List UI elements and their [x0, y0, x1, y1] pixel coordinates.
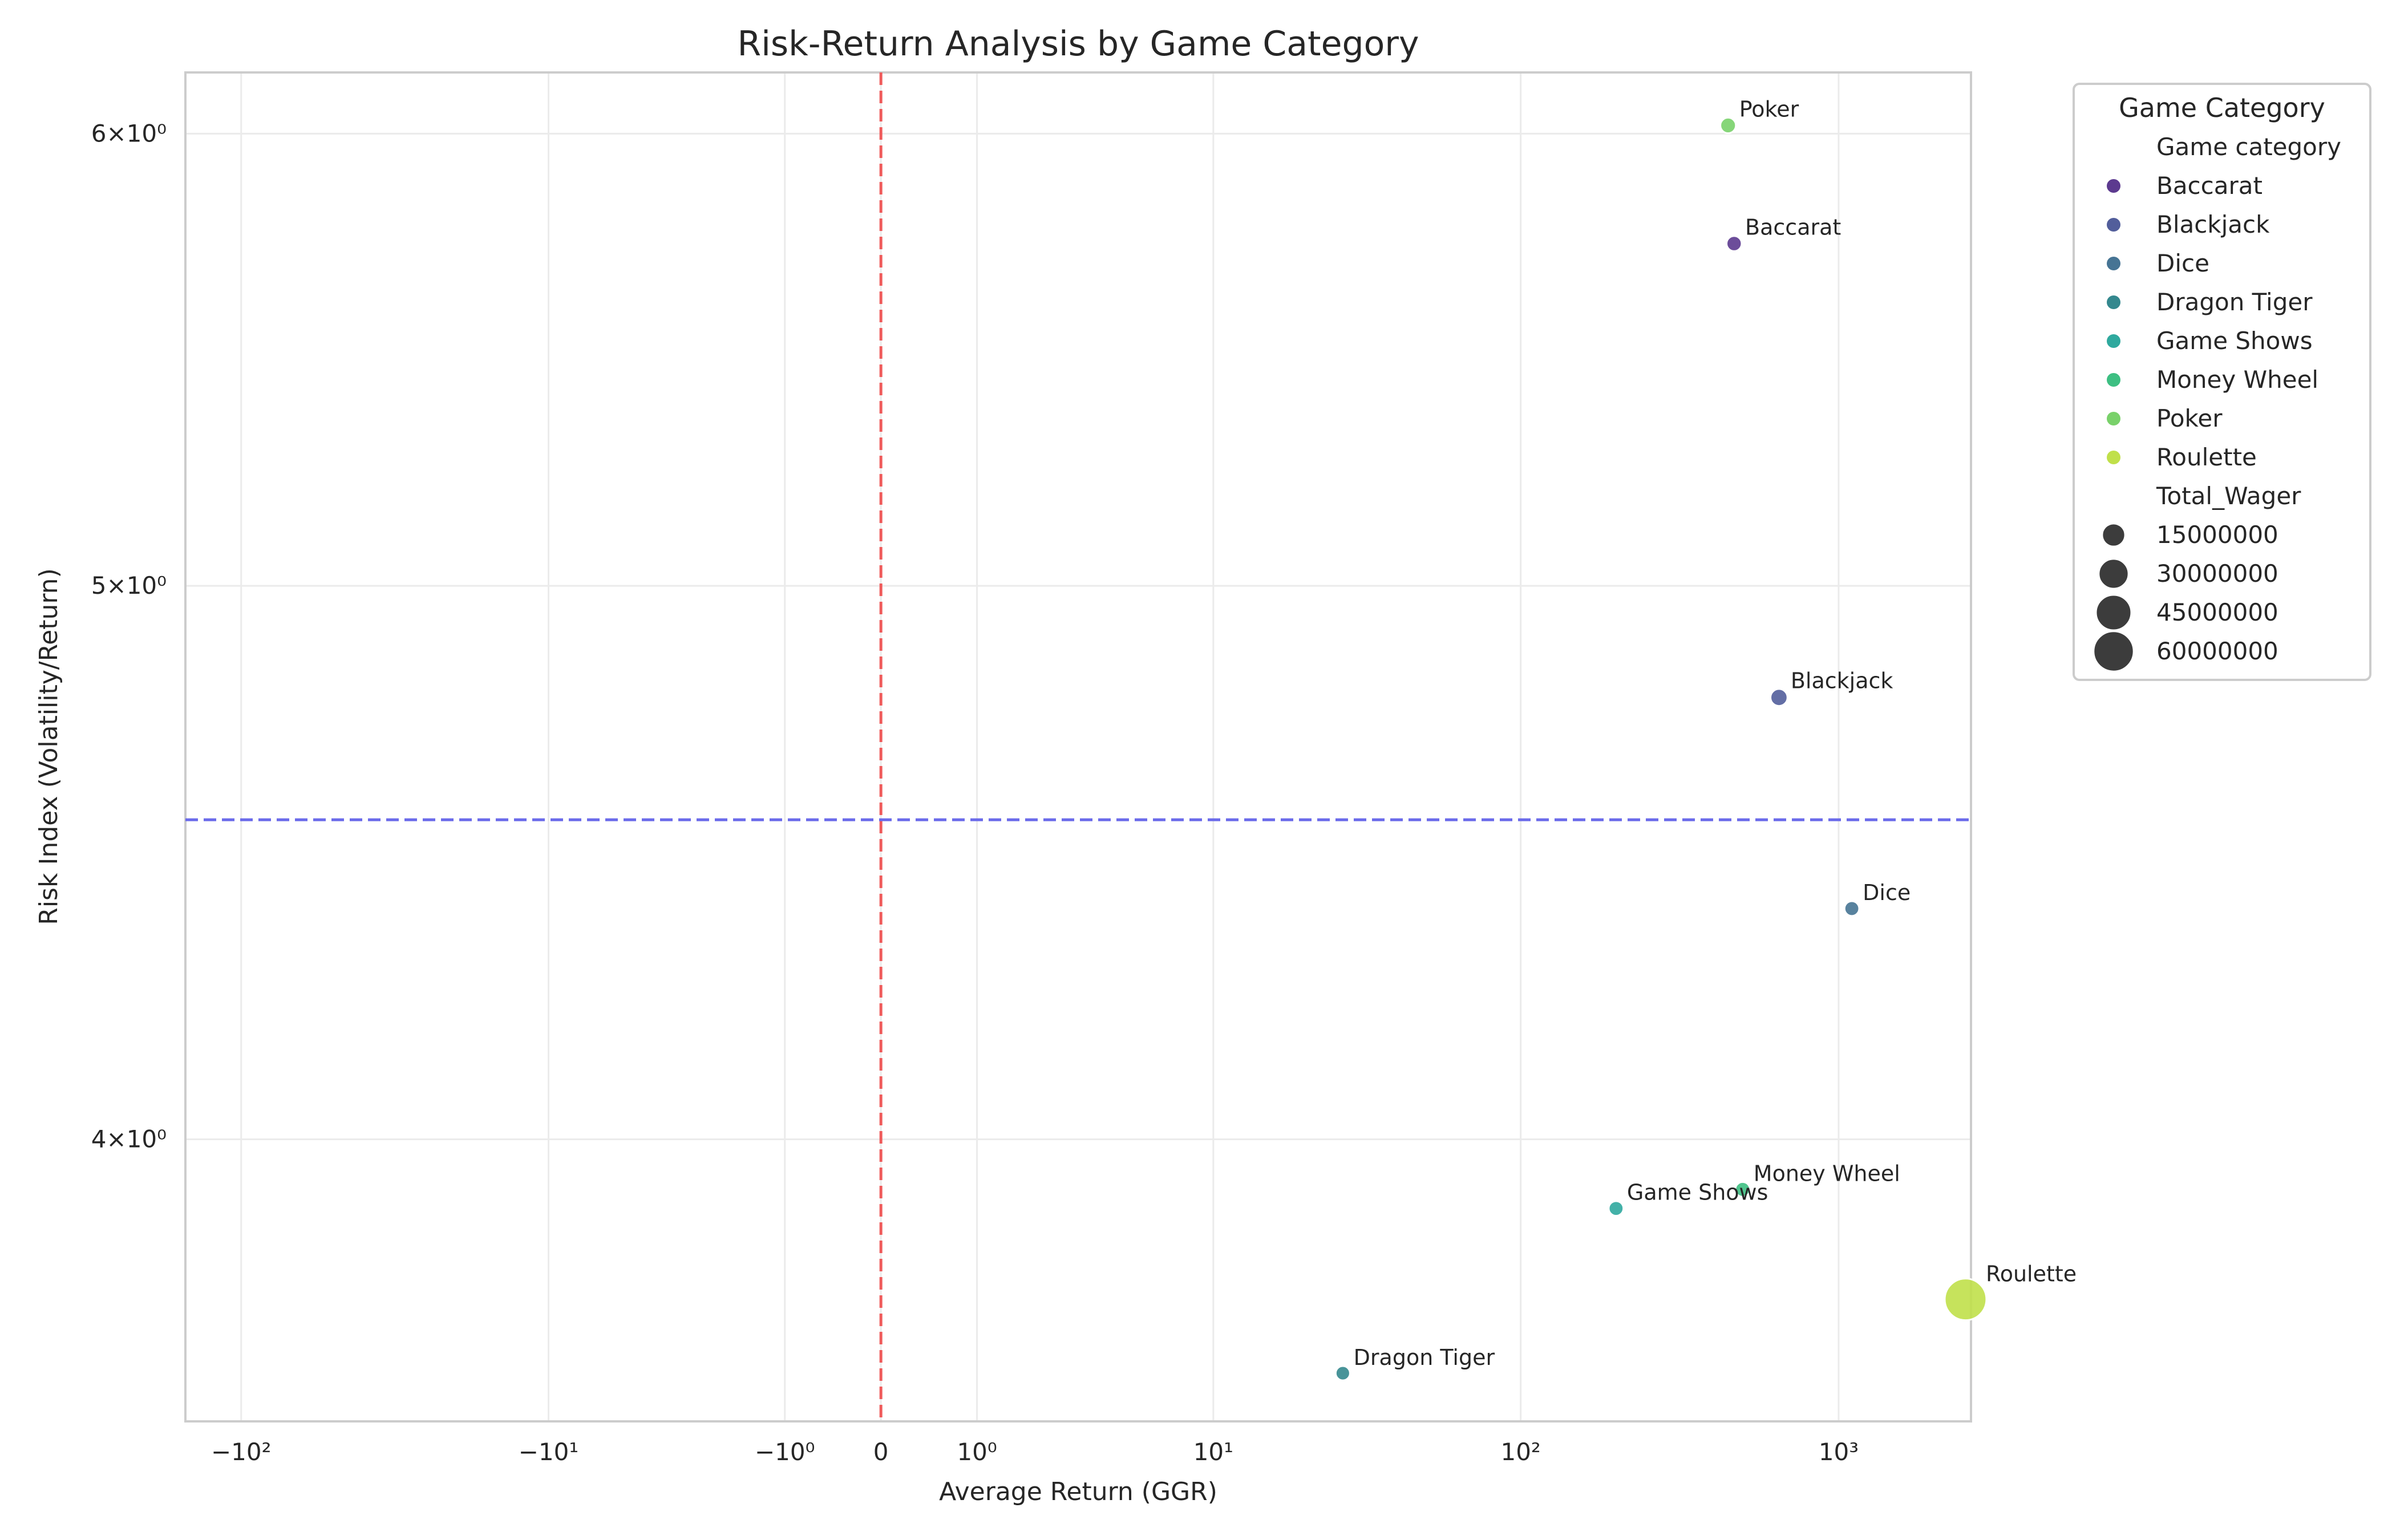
data-points: [1334, 116, 1988, 1381]
grid-lines: [185, 72, 1971, 1421]
x-tick-label: 10⁰: [957, 1438, 997, 1466]
legend-entry: Baccarat: [2156, 172, 2263, 200]
legend-entry: Dice: [2156, 249, 2209, 277]
legend-size-marker: [2098, 558, 2130, 590]
legend-marker: [2107, 412, 2120, 425]
point-game-shows: [1608, 1200, 1625, 1217]
point-label: Baccarat: [1745, 215, 1841, 240]
chart-title: Risk-Return Analysis by Game Category: [738, 24, 1419, 64]
point-label: Money Wheel: [1754, 1161, 1900, 1186]
x-tick-label: 10³: [1819, 1438, 1859, 1466]
legend-hue-title: Game category: [2156, 133, 2341, 161]
x-tick-label: −10⁰: [755, 1438, 815, 1466]
legend-marker: [2107, 295, 2120, 309]
legend-entry: Game Shows: [2156, 327, 2313, 355]
legend-size-title: Total_Wager: [2156, 482, 2301, 510]
plot-area: [184, 71, 1972, 1423]
point-label: Blackjack: [1791, 668, 1893, 693]
point-blackjack: [1770, 688, 1788, 707]
legend-title: Game Category: [2119, 92, 2325, 123]
legend-marker: [2107, 451, 2120, 464]
y-tick-label: 5×10⁰: [91, 572, 167, 599]
legend-entry: Money Wheel: [2156, 366, 2318, 394]
legend-size-entry: 45000000: [2156, 598, 2278, 626]
y-tick-label: 6×10⁰: [91, 119, 167, 147]
legend-items: Game category Baccarat Blackjack Dice Dragon…: [2093, 133, 2341, 672]
y-axis-ticks: 4×10⁰ 5×10⁰ 6×10⁰: [91, 119, 167, 1153]
legend: Game Category Game category Baccarat Black…: [2073, 83, 2371, 681]
x-tick-label: 0: [873, 1438, 889, 1466]
x-tick-label: 10²: [1500, 1438, 1540, 1466]
legend-size-entry: 60000000: [2156, 637, 2278, 665]
legend-size-entry: 15000000: [2156, 521, 2278, 549]
point-poker: [1719, 116, 1737, 134]
point-label: Dragon Tiger: [1354, 1345, 1495, 1370]
point-label: Roulette: [1986, 1262, 2077, 1287]
point-money-wheel: [1734, 1181, 1751, 1198]
point-roulette: [1944, 1278, 1988, 1322]
x-tick-label: −10²: [211, 1438, 271, 1466]
point-labels: Baccarat Blackjack Dice Dragon Tiger Game Sh…: [1354, 96, 2077, 1369]
legend-size-marker: [2101, 522, 2126, 548]
point-label: Poker: [1739, 96, 1799, 121]
point-dice: [1843, 900, 1860, 917]
legend-entry: Poker: [2156, 404, 2223, 432]
x-tick-label: −10¹: [519, 1438, 578, 1466]
legend-marker: [2107, 179, 2120, 193]
x-axis-label: Average Return (GGR): [939, 1477, 1217, 1506]
legend-size-marker: [2093, 630, 2135, 672]
reference-lines: [185, 72, 1971, 1421]
point-dragon-tiger: [1334, 1365, 1351, 1381]
legend-marker: [2107, 257, 2120, 270]
legend-entry: Roulette: [2156, 443, 2257, 471]
point-label: Game Shows: [1627, 1180, 1768, 1205]
legend-frame: [2073, 83, 2371, 681]
y-axis-label: Risk Index (Volatility/Return): [34, 568, 63, 925]
point-baccarat: [1726, 235, 1743, 252]
legend-entry: Dragon Tiger: [2156, 288, 2313, 316]
legend-size-entry: 30000000: [2156, 560, 2278, 587]
y-tick-label: 4×10⁰: [91, 1125, 167, 1153]
x-tick-label: 10¹: [1193, 1438, 1233, 1466]
legend-marker: [2107, 373, 2120, 387]
x-axis-ticks: −10² −10¹ −10⁰ 0 10⁰ 10¹ 10² 10³: [211, 1438, 1859, 1466]
legend-marker: [2107, 334, 2120, 348]
point-label: Dice: [1863, 880, 1911, 905]
legend-entry: Blackjack: [2156, 210, 2270, 238]
legend-size-marker: [2095, 594, 2132, 631]
legend-marker: [2107, 218, 2120, 232]
